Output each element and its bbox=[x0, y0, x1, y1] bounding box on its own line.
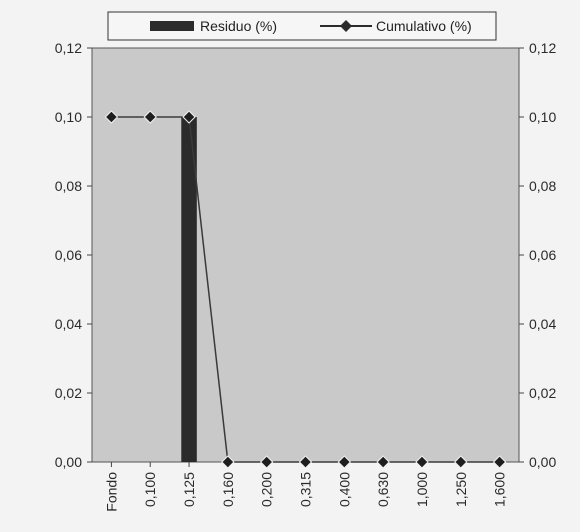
line-point bbox=[454, 455, 468, 469]
line-point bbox=[415, 455, 429, 469]
legend-marker-cumulativo bbox=[340, 20, 352, 32]
y-right-tick-label: 0,08 bbox=[529, 178, 556, 194]
y-right-tick-label: 0,02 bbox=[529, 385, 556, 401]
line-series bbox=[104, 110, 507, 469]
line-point bbox=[143, 110, 157, 124]
y-left-tick-label: 0,08 bbox=[55, 178, 82, 194]
y-left-tick-label: 0,02 bbox=[55, 385, 82, 401]
x-tick-label: 0,315 bbox=[298, 472, 314, 507]
legend-label-cumulativo: Cumulativo (%) bbox=[376, 18, 472, 34]
x-tick-label: 0,400 bbox=[336, 472, 352, 507]
y-left-tick-label: 0,06 bbox=[55, 247, 82, 263]
line-point bbox=[182, 110, 196, 124]
line-point bbox=[259, 455, 274, 469]
y-left-tick-label: 0,10 bbox=[55, 109, 82, 125]
line-point bbox=[221, 455, 235, 469]
legend-swatch-residuo bbox=[150, 21, 194, 31]
y-axis-left: 0,00 0,02 0,04 0,06 0,08 0,10 0,12 bbox=[55, 40, 92, 470]
line-point bbox=[337, 455, 352, 469]
x-tick-label: 0,200 bbox=[259, 472, 275, 507]
y-left-tick-label: 0,04 bbox=[55, 316, 82, 332]
plot-area bbox=[91, 47, 520, 463]
x-axis: Fondo 0,100 0,125 0,160 0,200 0,315 0,400 0,630… bbox=[103, 462, 508, 512]
x-tick-label: 0,160 bbox=[220, 472, 236, 507]
x-tick-label: 1,600 bbox=[492, 472, 508, 507]
x-tick-label: 0,630 bbox=[375, 472, 391, 507]
x-tick-label: 0,125 bbox=[181, 472, 197, 507]
y-left-tick-label: 0,00 bbox=[55, 454, 82, 470]
y-right-tick-label: 0,12 bbox=[529, 40, 556, 56]
y-axis-right: 0,00 0,02 0,04 0,06 0,08 0,10 0,12 bbox=[519, 40, 556, 470]
legend: Residuo (%) Cumulativo (%) bbox=[107, 11, 497, 41]
y-right-tick-label: 0,04 bbox=[529, 316, 556, 332]
y-right-tick-label: 0,10 bbox=[529, 109, 556, 125]
y-right-tick-label: 0,00 bbox=[529, 454, 556, 470]
bar bbox=[181, 117, 197, 462]
legend-label-residuo: Residuo (%) bbox=[200, 18, 277, 34]
x-tick-label: 0,100 bbox=[142, 472, 158, 507]
line-point bbox=[298, 455, 313, 469]
line-point bbox=[376, 455, 390, 469]
x-tick-label: 1,000 bbox=[414, 472, 430, 507]
x-tick-label: Fondo bbox=[103, 472, 119, 512]
y-left-tick-label: 0,12 bbox=[55, 40, 82, 56]
line-point bbox=[104, 110, 119, 124]
line-point bbox=[492, 455, 507, 469]
x-tick-label: 1,250 bbox=[453, 472, 469, 507]
bar-series bbox=[181, 117, 197, 462]
y-right-tick-label: 0,06 bbox=[529, 247, 556, 263]
